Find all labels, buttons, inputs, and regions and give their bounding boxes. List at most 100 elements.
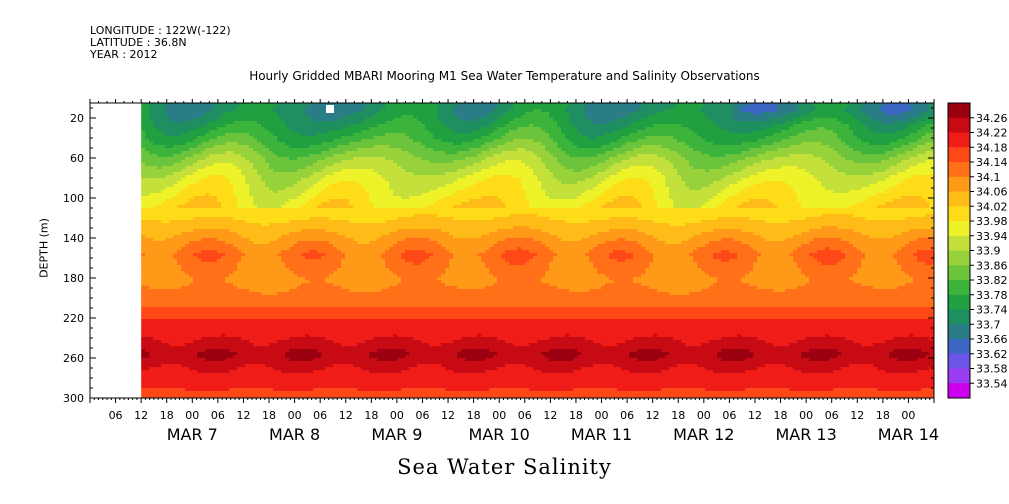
heatmap-cell: [273, 334, 278, 338]
heatmap-cell: [313, 145, 318, 149]
heatmap-cell: [229, 184, 234, 188]
heatmap-cell: [317, 259, 322, 263]
heatmap-cell: [169, 184, 174, 188]
heatmap-cell: [225, 280, 230, 284]
heatmap-cell: [325, 118, 330, 122]
heatmap-cell: [289, 202, 294, 206]
heatmap-cell: [185, 295, 190, 299]
heatmap-cell: [329, 238, 334, 242]
heatmap-cell: [145, 226, 150, 230]
heatmap-cell: [209, 391, 214, 395]
heatmap-cell: [305, 229, 310, 233]
heatmap-cell: [181, 160, 186, 164]
heatmap-cell: [197, 112, 202, 116]
heatmap-cell: [253, 190, 258, 194]
heatmap-cell: [173, 103, 178, 107]
heatmap-cell: [169, 103, 174, 107]
heatmap-cell: [325, 376, 330, 380]
heatmap-cell: [141, 343, 146, 347]
heatmap-cell: [201, 136, 206, 140]
heatmap-cell: [213, 307, 218, 311]
heatmap-cell: [205, 202, 210, 206]
heatmap-cell: [145, 340, 150, 344]
heatmap-cell: [201, 241, 206, 245]
heatmap-cell: [257, 163, 262, 167]
heatmap-cell: [233, 247, 238, 251]
heatmap-cell: [313, 106, 318, 110]
heatmap-cell: [193, 229, 198, 233]
heatmap-cell: [309, 109, 314, 113]
heatmap-cell: [277, 325, 282, 329]
heatmap-cell: [181, 334, 186, 338]
heatmap-cell: [209, 280, 214, 284]
heatmap-cell: [189, 388, 194, 392]
heatmap-cell: [205, 298, 210, 302]
heatmap-cell: [229, 226, 234, 230]
heatmap-cell: [257, 196, 262, 200]
heatmap-cell: [265, 151, 270, 155]
heatmap-cell: [289, 190, 294, 194]
heatmap-cell: [165, 274, 170, 278]
heatmap-cell: [197, 226, 202, 230]
heatmap-cell: [189, 178, 194, 182]
heatmap-cell: [181, 157, 186, 161]
heatmap-cell: [165, 250, 170, 254]
heatmap-cell: [149, 361, 154, 365]
heatmap-cell: [301, 130, 306, 134]
heatmap-cell: [153, 241, 158, 245]
heatmap-cell: [221, 214, 226, 218]
heatmap-cell: [193, 298, 198, 302]
heatmap-cell: [269, 259, 274, 263]
heatmap-cell: [249, 307, 254, 311]
heatmap-cell: [149, 220, 154, 224]
heatmap-cell: [149, 301, 154, 305]
heatmap-cell: [185, 124, 190, 128]
heatmap-cell: [301, 238, 306, 242]
heatmap-cell: [317, 301, 322, 305]
heatmap-cell: [249, 376, 254, 380]
heatmap-cell: [229, 217, 234, 221]
heatmap-cell: [241, 373, 246, 377]
heatmap-cell: [305, 124, 310, 128]
heatmap-cell: [193, 172, 198, 176]
heatmap-cell: [209, 283, 214, 287]
heatmap-cell: [313, 235, 318, 239]
heatmap-cell: [193, 250, 198, 254]
heatmap-cell: [225, 319, 230, 323]
heatmap-cell: [253, 259, 258, 263]
heatmap-cell: [325, 166, 330, 170]
heatmap-cell: [229, 334, 234, 338]
heatmap-cell: [201, 340, 206, 344]
heatmap-cell: [329, 127, 334, 131]
heatmap-cell: [289, 220, 294, 224]
heatmap-cell: [285, 211, 290, 215]
heatmap-cell: [145, 112, 150, 116]
heatmap-cell: [305, 112, 310, 116]
heatmap-cell: [221, 211, 226, 215]
heatmap-cell: [237, 178, 242, 182]
heatmap-cell: [281, 316, 286, 320]
heatmap-cell: [229, 103, 234, 107]
heatmap-cell: [241, 154, 246, 158]
heatmap-cell: [289, 217, 294, 221]
heatmap-cell: [241, 277, 246, 281]
heatmap-cell: [197, 280, 202, 284]
heatmap-cell: [277, 388, 282, 392]
heatmap-cell: [185, 292, 190, 296]
heatmap-cell: [333, 235, 338, 239]
heatmap-cell: [261, 166, 266, 170]
heatmap-cell: [201, 121, 206, 125]
heatmap-cell: [153, 298, 158, 302]
heatmap-cell: [289, 316, 294, 320]
heatmap-cell: [173, 220, 178, 224]
heatmap-cell: [225, 382, 230, 386]
heatmap-cell: [169, 346, 174, 350]
heatmap-cell: [161, 214, 166, 218]
heatmap-cell: [165, 169, 170, 173]
heatmap-cell: [289, 112, 294, 116]
heatmap-cell: [241, 262, 246, 266]
heatmap-cell: [309, 184, 314, 188]
heatmap-cell: [181, 271, 186, 275]
heatmap-cell: [253, 373, 258, 377]
heatmap-cell: [265, 139, 270, 143]
